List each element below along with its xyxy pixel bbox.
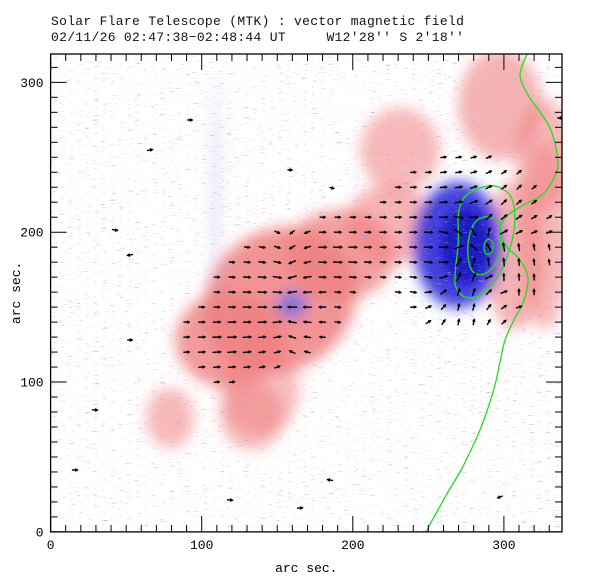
svg-text:100: 100 <box>190 538 213 553</box>
svg-text:arc sec.: arc sec. <box>275 561 337 576</box>
svg-text:300: 300 <box>20 76 43 91</box>
svg-text:arc sec.: arc sec. <box>9 262 24 324</box>
svg-text:100: 100 <box>20 376 43 391</box>
svg-text:300: 300 <box>492 538 515 553</box>
svg-text:0: 0 <box>36 525 44 540</box>
svg-text:200: 200 <box>20 226 43 241</box>
svg-text:200: 200 <box>341 538 364 553</box>
svg-text:0: 0 <box>47 538 55 553</box>
